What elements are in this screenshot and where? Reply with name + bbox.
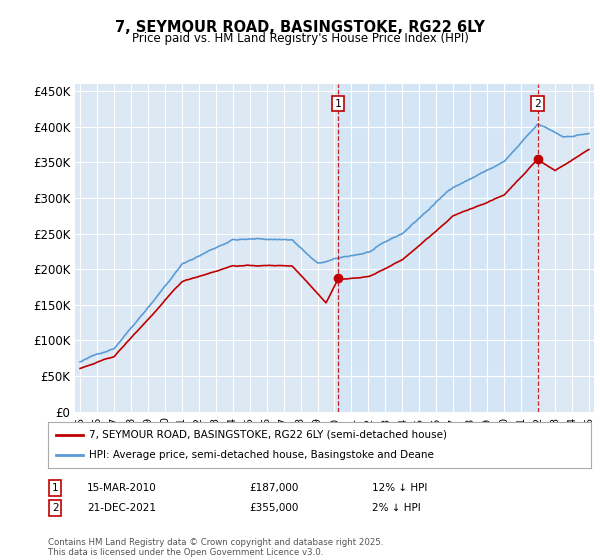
Bar: [338, 84, 538, 412]
Text: Price paid vs. HM Land Registry's House Price Index (HPI): Price paid vs. HM Land Registry's House …: [131, 32, 469, 45]
Text: 21-DEC-2021: 21-DEC-2021: [87, 503, 156, 513]
Text: 2: 2: [534, 99, 541, 109]
Text: 2: 2: [52, 503, 59, 513]
Text: 15-MAR-2010: 15-MAR-2010: [87, 483, 157, 493]
Text: Contains HM Land Registry data © Crown copyright and database right 2025.
This d: Contains HM Land Registry data © Crown c…: [48, 538, 383, 557]
Text: 2% ↓ HPI: 2% ↓ HPI: [372, 503, 421, 513]
Text: £355,000: £355,000: [249, 503, 298, 513]
Text: £187,000: £187,000: [249, 483, 298, 493]
Text: 7, SEYMOUR ROAD, BASINGSTOKE, RG22 6LY (semi-detached house): 7, SEYMOUR ROAD, BASINGSTOKE, RG22 6LY (…: [89, 430, 447, 440]
Text: 1: 1: [335, 99, 341, 109]
Text: 7, SEYMOUR ROAD, BASINGSTOKE, RG22 6LY: 7, SEYMOUR ROAD, BASINGSTOKE, RG22 6LY: [115, 20, 485, 35]
Text: HPI: Average price, semi-detached house, Basingstoke and Deane: HPI: Average price, semi-detached house,…: [89, 450, 434, 460]
Text: 12% ↓ HPI: 12% ↓ HPI: [372, 483, 427, 493]
Text: 1: 1: [52, 483, 59, 493]
